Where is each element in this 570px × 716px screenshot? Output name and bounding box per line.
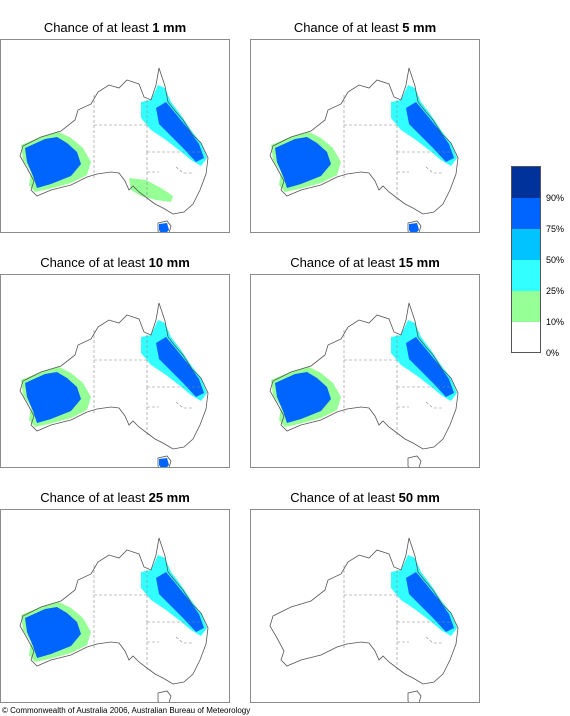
legend-label-0: 0% <box>546 348 560 358</box>
rain-area-north-east <box>406 572 454 632</box>
map-frame <box>0 39 230 233</box>
coastline <box>269 302 459 450</box>
legend-swatch-75 <box>512 198 540 229</box>
state-border <box>425 636 442 644</box>
map-frame <box>250 274 480 468</box>
legend-swatch-90 <box>512 167 540 198</box>
tasmania-outline <box>157 690 172 702</box>
panel-threshold: 25 mm <box>148 490 190 505</box>
panel-title-prefix: Chance of at least <box>40 255 149 270</box>
coastline <box>19 302 209 450</box>
rain-area-south-west <box>275 137 331 188</box>
australia-map <box>19 67 209 232</box>
rain-area-south-west <box>25 372 81 423</box>
australia-map <box>269 537 459 702</box>
tasmania-outline <box>407 455 422 467</box>
panel-title-prefix: Chance of at least <box>293 20 403 35</box>
rainfall-shading <box>391 555 457 636</box>
panel-threshold: 15 mm <box>398 255 440 270</box>
panel-title: Chance of at least 25 mm <box>0 490 230 506</box>
panel-title: Chance of at least 15 mm <box>250 255 480 271</box>
rainfall-shading <box>271 320 457 427</box>
state-border <box>425 401 442 409</box>
rain-area-south-west <box>25 137 81 188</box>
probability-legend <box>511 166 541 353</box>
coastline <box>269 67 459 215</box>
rain-area-south-east <box>129 178 173 202</box>
legend-swatch-25 <box>512 260 540 291</box>
rain-area-north-east <box>156 337 204 397</box>
coastline <box>19 67 209 215</box>
rain-area-north-east <box>406 337 454 397</box>
rain-area-tasmania <box>159 223 169 232</box>
panel-threshold: 50 mm <box>398 490 440 505</box>
panel-title-prefix: Chance of at least <box>290 255 399 270</box>
rainfall-shading <box>21 555 207 662</box>
legend-label-25: 25% <box>546 286 565 296</box>
panel-title: Chance of at least 1 mm <box>0 20 230 36</box>
state-border <box>175 401 192 409</box>
rainfall-shading <box>271 85 457 232</box>
panel-threshold: 5 mm <box>402 20 437 35</box>
state-border <box>175 166 192 174</box>
legend-swatch-50 <box>512 229 540 260</box>
panel-title-prefix: Chance of at least <box>290 490 399 505</box>
australia-map <box>269 302 459 467</box>
legend-swatch-0 <box>512 322 540 352</box>
rain-area-south-west <box>25 607 81 658</box>
rain-area-north-east <box>156 102 204 162</box>
state-border <box>425 166 442 174</box>
tasmania-outline <box>407 690 422 702</box>
panel-threshold: 10 mm <box>148 255 190 270</box>
panel-threshold: 1 mm <box>152 20 187 35</box>
rainfall-shading <box>21 85 207 232</box>
tasmania-outline <box>157 455 172 467</box>
panel-title: Chance of at least 5 mm <box>250 20 480 36</box>
tasmania-outline <box>157 220 172 232</box>
panel-title-prefix: Chance of at least <box>40 490 149 505</box>
map-frame <box>0 509 230 703</box>
tasmania-outline <box>407 220 422 232</box>
panel-title: Chance of at least 10 mm <box>0 255 230 271</box>
rainfall-shading <box>21 320 207 467</box>
rain-area-north-east <box>156 572 204 632</box>
map-frame <box>250 509 480 703</box>
legend-label-90: 90% <box>546 193 565 203</box>
panel-title-prefix: Chance of at least <box>43 20 153 35</box>
map-frame <box>250 39 480 233</box>
rain-area-tasmania <box>159 458 169 467</box>
rain-area-south-west <box>275 372 331 423</box>
rain-area-tasmania <box>409 223 419 232</box>
legend-label-10: 10% <box>546 317 565 327</box>
copyright-notice: © Commonwealth of Australia 2006, Austra… <box>2 706 251 715</box>
rain-area-north-east <box>406 102 454 162</box>
coastline <box>269 537 459 685</box>
coastline <box>19 537 209 685</box>
legend-label-75: 75% <box>546 224 565 234</box>
panel-title: Chance of at least 50 mm <box>250 490 480 506</box>
legend-label-50: 50% <box>546 255 565 265</box>
australia-map <box>19 537 209 702</box>
state-border <box>175 636 192 644</box>
australia-map <box>269 67 459 232</box>
australia-map <box>19 302 209 467</box>
map-frame <box>0 274 230 468</box>
legend-swatch-10 <box>512 291 540 322</box>
